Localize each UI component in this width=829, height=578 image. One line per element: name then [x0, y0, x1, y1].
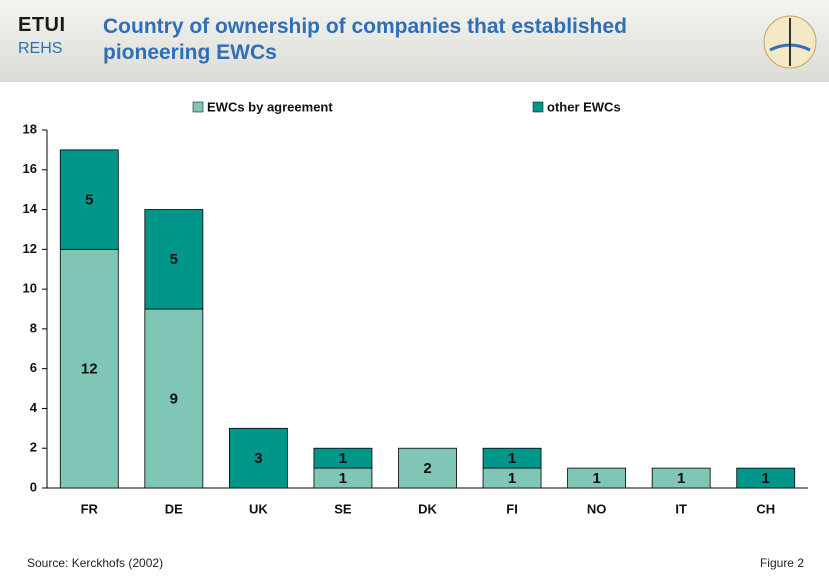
- logo-text: REHS: [18, 40, 62, 58]
- legend-swatch: [533, 102, 543, 112]
- data-label: 12: [81, 361, 98, 378]
- data-label: 1: [762, 470, 770, 487]
- header: ETUI REHS Country of ownership of compan…: [0, 0, 829, 82]
- x-tick-label: IT: [675, 501, 687, 516]
- y-tick-label: 0: [30, 479, 37, 494]
- figure-label: Figure 2: [760, 556, 804, 570]
- legend-label: EWCs by agreement: [207, 99, 333, 114]
- x-tick-label: DE: [165, 501, 183, 516]
- data-label: 5: [85, 192, 93, 209]
- y-tick-label: 14: [23, 201, 38, 216]
- chart-title: Country of ownership of companies that e…: [103, 14, 723, 66]
- data-label: 1: [508, 470, 516, 487]
- y-tick-label: 12: [23, 241, 37, 256]
- data-label: 1: [508, 450, 516, 467]
- data-label: 1: [339, 450, 347, 467]
- x-tick-label: DK: [418, 501, 437, 516]
- x-tick-label: SE: [334, 501, 352, 516]
- logo-icon: [760, 12, 820, 72]
- logo-text: ETUI: [18, 14, 66, 37]
- x-tick-label: FI: [506, 501, 518, 516]
- y-tick-label: 18: [23, 121, 37, 136]
- x-tick-label: NO: [587, 501, 607, 516]
- y-tick-label: 4: [30, 400, 38, 415]
- source: Source: Kerckhofs (2002): [27, 556, 163, 570]
- data-label: 9: [170, 390, 178, 407]
- data-label: 3: [254, 450, 262, 467]
- data-label: 2: [423, 460, 431, 477]
- x-tick-label: UK: [249, 501, 268, 516]
- data-label: 5: [170, 251, 178, 268]
- data-label: 1: [677, 470, 685, 487]
- page: {"header": {"logo_top": "ETUI", "logo_bo…: [0, 0, 829, 578]
- legend-label: other EWCs: [547, 99, 621, 114]
- legend-swatch: [193, 102, 203, 112]
- y-tick-label: 10: [23, 281, 37, 296]
- y-tick-label: 6: [30, 360, 37, 375]
- y-tick-label: 2: [30, 440, 37, 455]
- x-tick-label: FR: [81, 501, 99, 516]
- data-label: 1: [339, 470, 347, 487]
- y-tick-label: 16: [23, 161, 37, 176]
- x-tick-label: CH: [756, 501, 775, 516]
- y-tick-label: 8: [30, 320, 37, 335]
- data-label: 1: [592, 470, 600, 487]
